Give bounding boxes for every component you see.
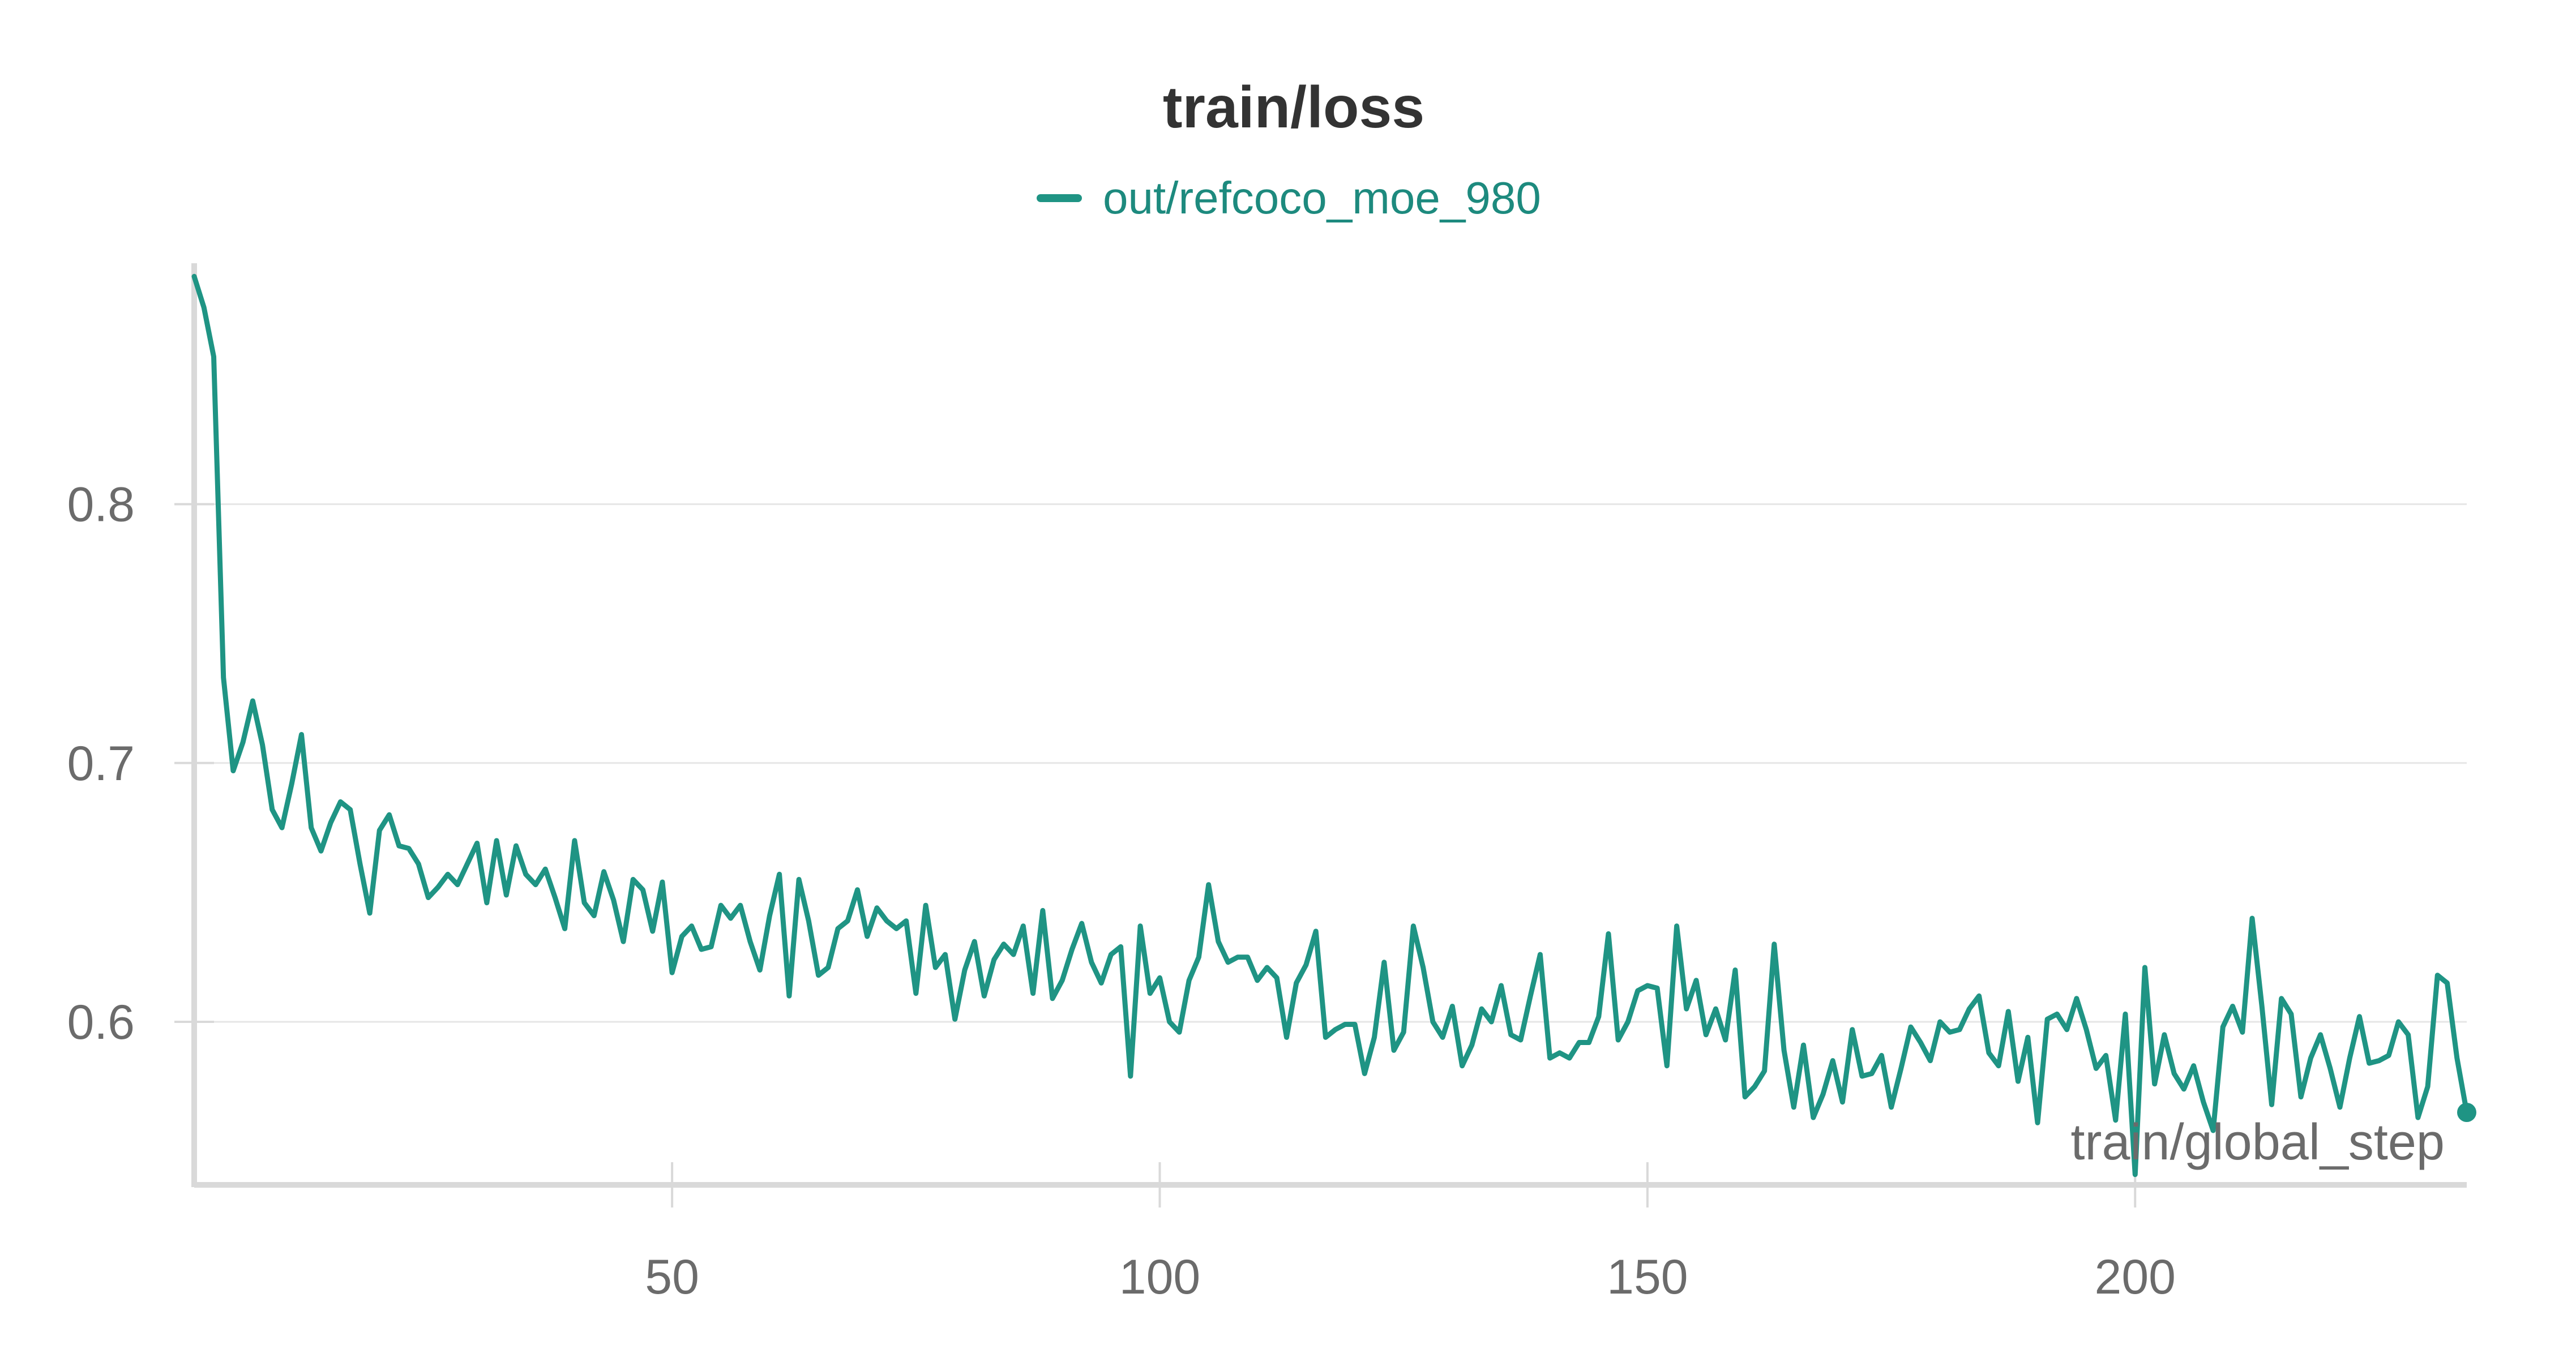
legend[interactable]: out/refcoco_moe_980	[1037, 173, 1541, 223]
y-tick-label: 0.7	[67, 737, 135, 791]
chart-title: train/loss	[1163, 75, 1424, 140]
y-tick-label: 0.6	[67, 995, 135, 1050]
x-tick-label: 100	[1119, 1250, 1201, 1304]
x-axis-label: train/global_step	[2071, 1114, 2445, 1171]
x-tick-label: 50	[645, 1250, 699, 1304]
legend-label: out/refcoco_moe_980	[1103, 173, 1541, 223]
y-tick-label: 0.8	[67, 478, 135, 532]
tick-labels: 0.6 0.7 0.8 50 100 150 200	[67, 478, 2176, 1304]
x-tick-label: 200	[2095, 1250, 2176, 1304]
series-line[interactable]	[191, 273, 2470, 1178]
grid-lines	[194, 503, 2467, 1023]
series-end-point[interactable]	[2457, 1102, 2476, 1122]
axes	[174, 263, 2467, 1208]
x-tick-label: 150	[1607, 1250, 1688, 1304]
series-layer	[191, 273, 2476, 1178]
